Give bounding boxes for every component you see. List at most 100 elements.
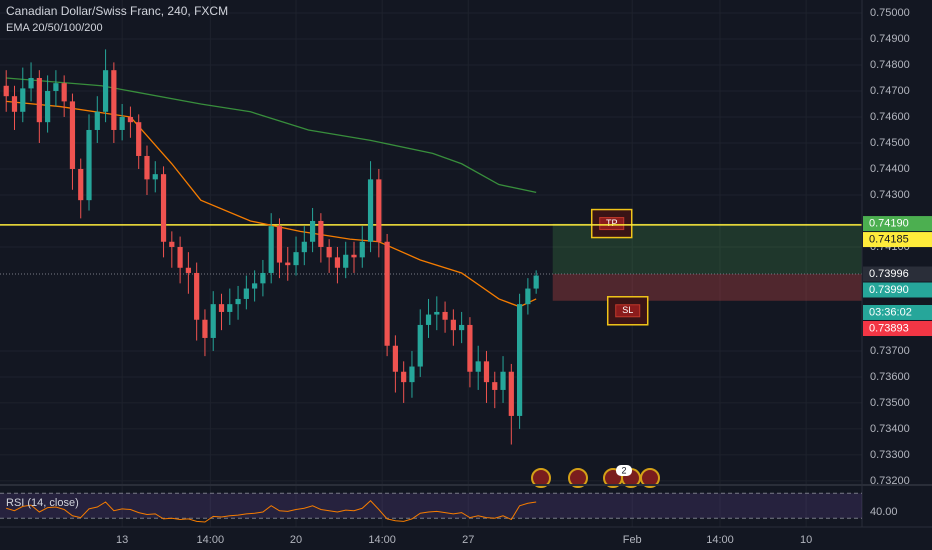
candle-body xyxy=(467,324,473,372)
candle-body xyxy=(235,298,241,305)
tp-label: TP xyxy=(606,218,618,228)
y-tick-label: 0.74700 xyxy=(870,85,910,97)
candle-body xyxy=(53,83,59,91)
countdown-tag xyxy=(863,304,932,320)
candle-body xyxy=(392,345,398,372)
candle-body xyxy=(533,275,539,289)
candle-body xyxy=(343,254,349,268)
candle-body xyxy=(227,304,233,312)
horizontal-line-tag-label: 0.74185 xyxy=(869,233,909,245)
ema-line xyxy=(6,77,537,194)
candle-body xyxy=(359,241,365,258)
candle-body xyxy=(525,288,531,305)
event-badge-text: 2 xyxy=(621,465,626,475)
entry-tag xyxy=(863,266,932,282)
candle-body xyxy=(3,85,9,97)
candle-body xyxy=(475,361,481,372)
candle-body xyxy=(36,77,42,123)
x-tick-label: Feb xyxy=(623,534,642,546)
event-icon[interactable] xyxy=(531,468,551,488)
event-icons[interactable]: 2 xyxy=(531,465,660,488)
candle-body xyxy=(194,272,200,320)
candle-body xyxy=(218,304,225,312)
stop-loss-tag xyxy=(863,320,932,336)
candle-body xyxy=(450,319,456,331)
take-profit-tag xyxy=(863,216,932,232)
last-price-tag-label: 0.73990 xyxy=(869,284,909,296)
candle-body xyxy=(417,324,423,367)
candle-body xyxy=(243,288,249,299)
candle-body xyxy=(136,122,142,156)
candle-body xyxy=(86,129,92,201)
candle-body xyxy=(301,241,307,253)
x-tick-label: 27 xyxy=(462,534,474,546)
y-tick-label: 0.73200 xyxy=(870,475,910,487)
candle-body xyxy=(111,70,117,130)
candle-body xyxy=(517,304,523,416)
y-tick-label: 0.74300 xyxy=(870,189,910,201)
candle-body xyxy=(102,70,109,112)
x-tick-label: 14:00 xyxy=(368,534,396,546)
rsi-line xyxy=(6,500,537,523)
event-icon[interactable] xyxy=(568,468,588,488)
y-tick-label: 0.73600 xyxy=(870,371,910,383)
candle-body xyxy=(401,371,407,383)
x-tick-label: 14:00 xyxy=(197,534,225,546)
event-badge xyxy=(616,465,632,476)
candle-body xyxy=(483,361,490,383)
event-icon[interactable] xyxy=(640,468,660,488)
candle-body xyxy=(152,174,158,180)
candle-body xyxy=(367,179,374,242)
stop-loss-tag-label: 0.73893 xyxy=(869,322,909,334)
rsi-label: RSI (14, close) xyxy=(6,497,79,509)
candle-body xyxy=(177,246,183,268)
candle-body xyxy=(276,226,283,263)
y-tick-label: 0.74600 xyxy=(870,111,910,123)
candle-body xyxy=(293,252,299,266)
candle-body xyxy=(492,382,498,390)
candle-body xyxy=(20,88,26,112)
x-tick-label: 20 xyxy=(290,534,302,546)
candle-body xyxy=(376,179,382,242)
y-tick-label: 0.73300 xyxy=(870,449,910,461)
candle-body xyxy=(268,226,274,273)
candle-body xyxy=(508,371,514,416)
candle-body xyxy=(119,116,125,130)
candle-body xyxy=(169,241,175,247)
candle-body xyxy=(309,220,316,242)
candle-body xyxy=(442,311,448,320)
take-profit-tag-label: 0.74190 xyxy=(869,217,909,229)
candle-body xyxy=(210,304,216,338)
loss-zone xyxy=(552,273,862,301)
candle-body xyxy=(326,246,332,258)
rsi-tick-label: 40.00 xyxy=(870,506,898,518)
candle-body xyxy=(425,314,432,325)
candle-body xyxy=(252,283,258,289)
price-axis: 0.75000 0.74900 0.74800 0.74700 0.74600 0.745… xyxy=(863,7,932,487)
horizontal-line-tag xyxy=(863,232,932,248)
candle-body xyxy=(202,319,208,338)
candle-body xyxy=(185,267,191,273)
chart-title: Canadian Dollar/Swiss Franc, 240, FXCM xyxy=(6,4,228,18)
rsi-band xyxy=(0,493,862,519)
y-tick-label: 0.74800 xyxy=(870,59,910,71)
candle-body xyxy=(500,371,506,390)
y-tick-label: 0.73400 xyxy=(870,423,910,435)
y-tick-label: 0.73500 xyxy=(870,397,910,409)
plot: TP SL xyxy=(0,49,862,445)
y-tick-label: 0.75000 xyxy=(870,7,910,19)
candle-body xyxy=(69,101,76,169)
candle-body xyxy=(11,96,18,112)
candle-body xyxy=(434,311,440,315)
last-price-tag xyxy=(863,282,932,298)
candle-body xyxy=(144,155,150,180)
x-tick-label: 10 xyxy=(800,534,812,546)
candle-body xyxy=(285,262,291,266)
indicator-label: EMA 20/50/100/200 xyxy=(6,22,103,34)
candle-body xyxy=(61,83,67,102)
x-tick-label: 13 xyxy=(116,534,128,546)
candle-body xyxy=(260,272,266,284)
y-tick-label: 0.74400 xyxy=(870,163,910,175)
rsi-pane: 40.00 xyxy=(0,492,898,523)
